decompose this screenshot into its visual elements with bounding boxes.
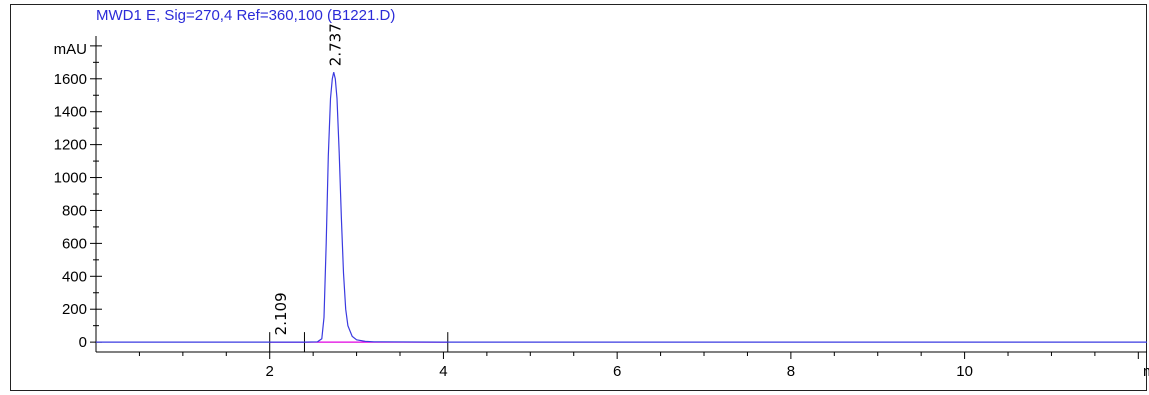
x-axis-unit-label: min [1143, 363, 1149, 380]
series-layer [96, 72, 1147, 343]
x-tick-label: 8 [787, 363, 795, 380]
peak-label: 2.737 [327, 23, 345, 66]
x-tick-label: 2 [266, 363, 274, 380]
label-layer: 2.109 2.737 [272, 23, 345, 335]
y-tick-label: 0 [79, 334, 87, 351]
y-tick-label: 1400 [54, 104, 87, 121]
chart-title: MWD1 E, Sig=270,4 Ref=360,100 (B1221.D) [96, 7, 396, 24]
y-tick-label: 800 [62, 202, 87, 219]
y-tick-label: 1000 [54, 170, 87, 187]
y-tick-label: 600 [62, 235, 87, 252]
x-tick-label: 4 [439, 363, 447, 380]
y-axis-label: mAU [54, 41, 87, 58]
signal-trace [96, 72, 1147, 343]
y-tick-label: 200 [62, 301, 87, 318]
chart-frame [10, 4, 1147, 391]
y-tick-label: 400 [62, 268, 87, 285]
y-tick-label: 1600 [54, 71, 87, 88]
y-tick-label: 1200 [54, 137, 87, 154]
x-tick-label: 6 [613, 363, 621, 380]
axes: 0 200 400 600 800 1000 1200 1400 1600 mAU 2 4 6 8 10 mi… [54, 36, 1149, 380]
x-tick-label: 10 [956, 363, 973, 380]
peak-label: 2.109 [272, 292, 290, 335]
